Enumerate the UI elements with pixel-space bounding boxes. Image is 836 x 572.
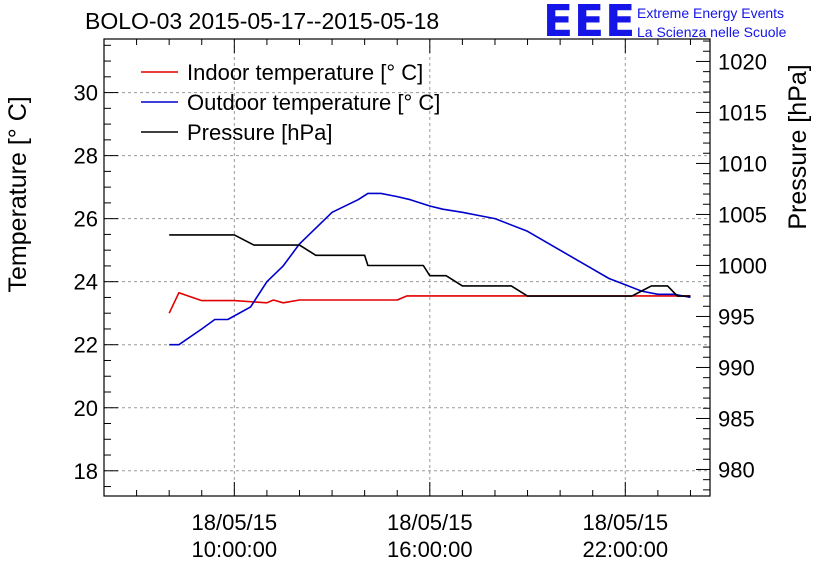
y-axis-title-left: Temperature [° C] [4, 96, 32, 292]
y-tick-label-left: 24 [74, 270, 98, 295]
chart-title: BOLO-03 2015-05-17--2015-05-18 [85, 8, 440, 34]
legend-entry-pressure: Pressure [hPa] [187, 120, 333, 145]
plot-frame [103, 38, 711, 497]
legend-entry-indoor: Indoor temperature [° C] [187, 60, 423, 85]
pressure-line [169, 234, 691, 297]
logo-subtitle-2: La Scienza nelle Scuole [637, 24, 787, 40]
outdoor-temperature-line [169, 192, 691, 346]
y-tick-label-right: 990 [718, 355, 755, 380]
y-axis-title-right: Pressure [hPa] [784, 64, 812, 229]
x-tick-label-time: 22:00:00 [582, 537, 668, 562]
y-tick-label-left: 18 [74, 459, 98, 484]
indoor-temperature-line [168, 291, 691, 314]
y-tick-label-left: 22 [74, 333, 98, 358]
y-tick-label-right: 1015 [718, 100, 767, 125]
y-tick-label-left: 20 [74, 396, 98, 421]
x-tick-label-time: 16:00:00 [387, 537, 473, 562]
x-tick-label-date: 18/05/15 [192, 510, 278, 535]
x-tick-label-time: 10:00:00 [192, 537, 278, 562]
y-tick-label-right: 980 [718, 457, 755, 482]
legend-entry-outdoor: Outdoor temperature [° C] [187, 90, 440, 115]
y-tick-label-right: 985 [718, 406, 755, 431]
y-tick-label-left: 30 [74, 81, 98, 106]
x-tick-label-date: 18/05/15 [387, 510, 473, 535]
eee-logo: EEE [543, 0, 637, 47]
logo-subtitle-1: Extreme Energy Events [637, 5, 785, 21]
y-tick-label-right: 1000 [718, 253, 767, 278]
y-tick-label-right: 1005 [718, 202, 767, 227]
y-tick-label-left: 26 [74, 207, 98, 232]
y-tick-label-left: 28 [74, 144, 98, 169]
y-tick-label-right: 995 [718, 304, 755, 329]
y-tick-label-right: 1020 [718, 49, 767, 74]
y-tick-label-right: 1010 [718, 151, 767, 176]
x-tick-label-date: 18/05/15 [582, 510, 668, 535]
